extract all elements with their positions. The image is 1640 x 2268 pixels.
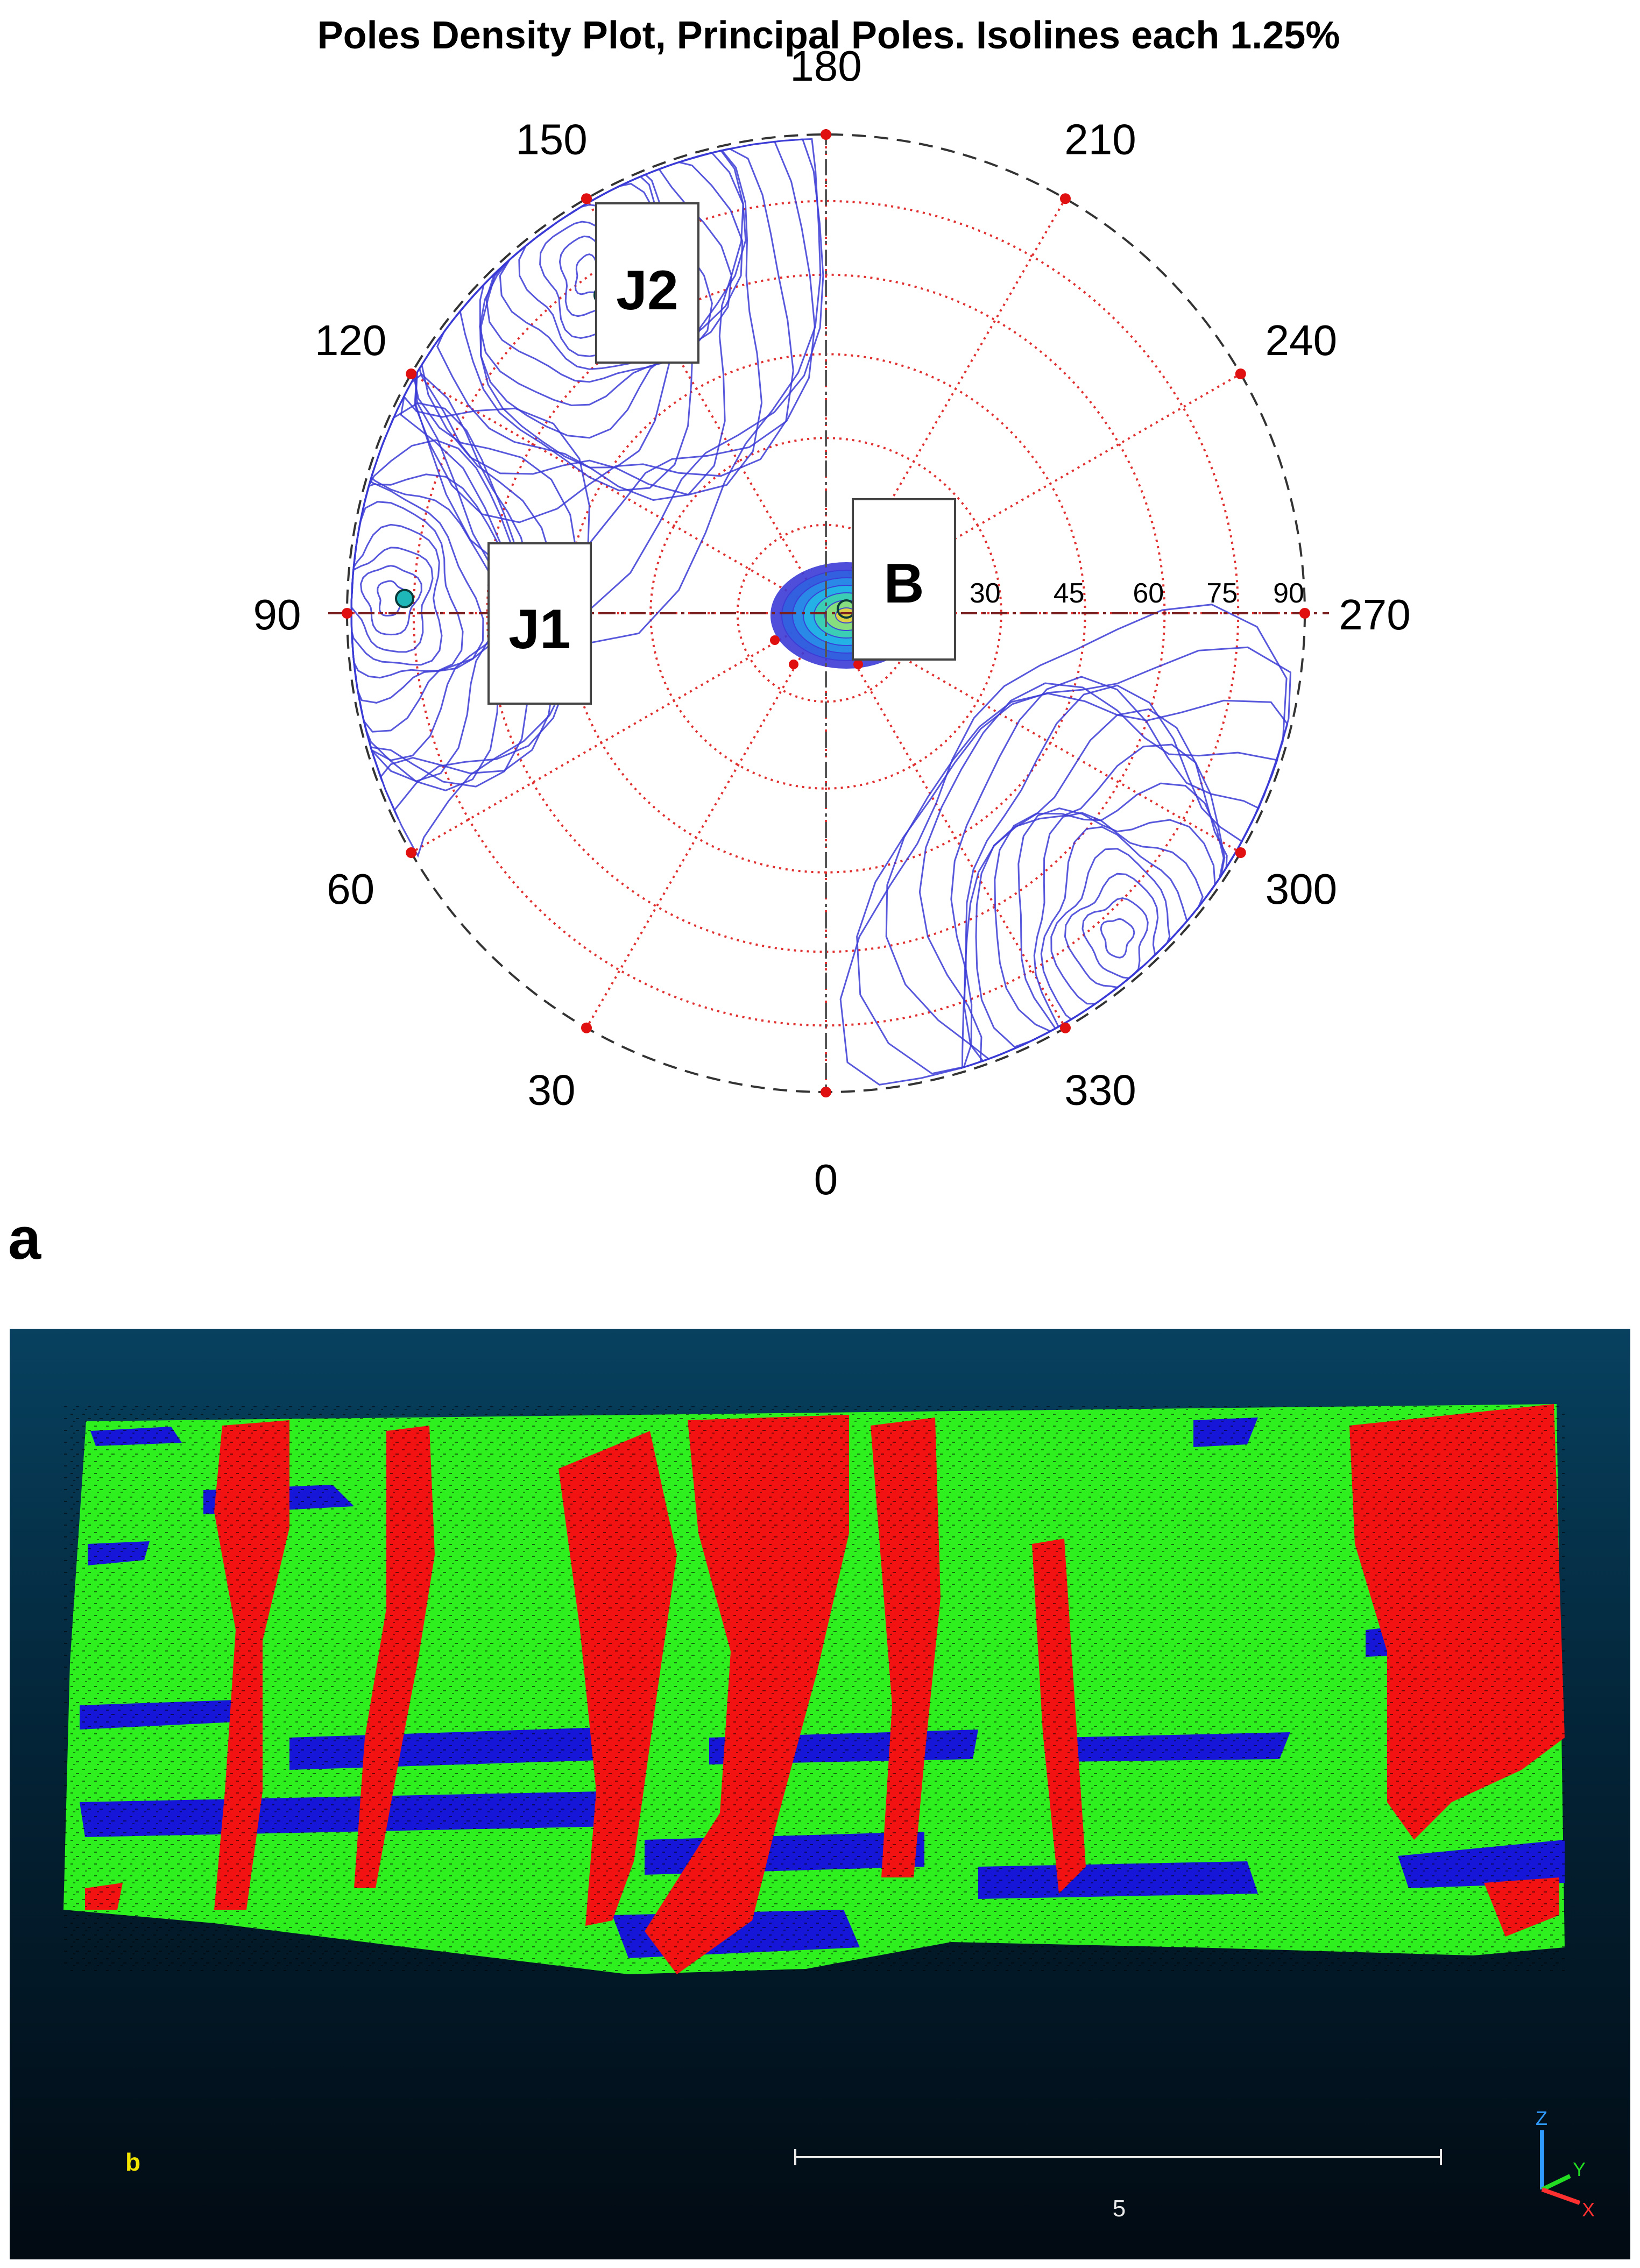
tick-dot-30 (581, 1022, 592, 1033)
isoline (400, 138, 822, 644)
inner-dot-2 (853, 660, 863, 669)
dip-labels: 30 45 60 75 90 (970, 578, 1304, 609)
azimuth-spoke-30 (585, 612, 827, 1029)
label-box-b: B (852, 498, 956, 661)
chart-title: Poles Density Plot, Principal Poles. Iso… (317, 14, 1340, 57)
dip-label-90: 90 (1273, 578, 1304, 609)
isoline (1050, 848, 1171, 1005)
azimuth-spoke-120 (411, 373, 826, 614)
azimuth-label-150: 150 (515, 116, 587, 164)
y-axis-label: Y (1573, 2158, 1586, 2180)
panel-letter-a: a (8, 1206, 41, 1272)
dip-label-45: 45 (1054, 578, 1085, 609)
inner-dot-0 (770, 635, 780, 645)
azimuth-spoke-150 (585, 198, 827, 614)
point-cloud-figure: b 5 Z Y X (10, 1329, 1630, 2259)
inner-dot-1 (789, 660, 798, 669)
dip-label-30: 30 (970, 578, 1001, 609)
scale-bar-label: 5 (1113, 2195, 1126, 2222)
label-box-j2: J2 (595, 202, 699, 364)
panel-letter-b: b (125, 2148, 140, 2176)
label-b: B (883, 552, 924, 615)
tick-dot-120 (406, 368, 417, 379)
isoline (359, 565, 422, 636)
tick-dot-240 (1235, 368, 1246, 379)
tick-dot-150 (581, 193, 592, 204)
isoline (961, 684, 1243, 1069)
azimuth-label-30: 30 (528, 1066, 576, 1114)
label-j2: J2 (616, 259, 678, 322)
tick-dot-270 (1299, 608, 1310, 619)
azimuth-spoke-300 (825, 612, 1241, 854)
tick-dot-300 (1235, 847, 1246, 858)
tick-dot-180 (821, 129, 831, 140)
azimuth-label-300: 300 (1266, 865, 1337, 913)
azimuth-label-0: 0 (814, 1156, 838, 1203)
z-axis-label: Z (1536, 2107, 1547, 2129)
x-axis-icon (1541, 2187, 1581, 2205)
pole-marker-j1 (394, 589, 414, 608)
scale-bar: 5 (794, 2149, 1442, 2222)
point-cloud-outcrop (63, 1404, 1565, 1974)
azimuth-spoke-60 (411, 612, 826, 854)
isoline (856, 646, 1292, 1075)
isoline (950, 676, 1260, 1069)
azimuth-labels: 0 30 60 90 120 150 180 210 240 270 300 330 (253, 42, 1411, 1203)
tick-dot-210 (1060, 193, 1071, 204)
tick-dot-90 (342, 608, 352, 619)
tick-dot-330 (1060, 1022, 1071, 1033)
azimuth-label-240: 240 (1266, 316, 1337, 364)
label-box-j1: J1 (487, 542, 592, 705)
x-axis-label: X (1582, 2199, 1595, 2221)
azimuth-label-330: 330 (1064, 1066, 1136, 1114)
tick-dot-60 (406, 847, 417, 858)
label-j1: J1 (508, 598, 571, 661)
isoline (839, 604, 1288, 1086)
azimuth-spoke-210 (825, 198, 1066, 614)
azimuth-label-210: 210 (1064, 116, 1136, 164)
isoline (1064, 873, 1159, 988)
boundary-tick-dots (342, 129, 1310, 1097)
isoline (1081, 897, 1149, 979)
azimuth-label-90: 90 (253, 591, 301, 639)
dip-label-60: 60 (1133, 578, 1164, 609)
y-axis-icon (1541, 2174, 1571, 2192)
azimuth-spoke-240 (825, 373, 1241, 614)
azimuth-label-270: 270 (1339, 591, 1410, 639)
azimuth-label-60: 60 (327, 865, 374, 913)
azimuth-spoke-330 (825, 612, 1066, 1029)
isoline (350, 388, 590, 858)
isoline (1100, 918, 1135, 959)
dip-label-75: 75 (1206, 578, 1238, 609)
axis-gizmo: Z Y X (1536, 2107, 1595, 2221)
stereonet-figure: Poles Density Plot, Principal Poles. Iso… (8, 14, 1411, 1272)
tick-dot-0 (821, 1087, 831, 1097)
isoline (350, 547, 434, 653)
azimuth-label-120: 120 (315, 316, 386, 364)
azimuth-label-180: 180 (790, 42, 861, 90)
